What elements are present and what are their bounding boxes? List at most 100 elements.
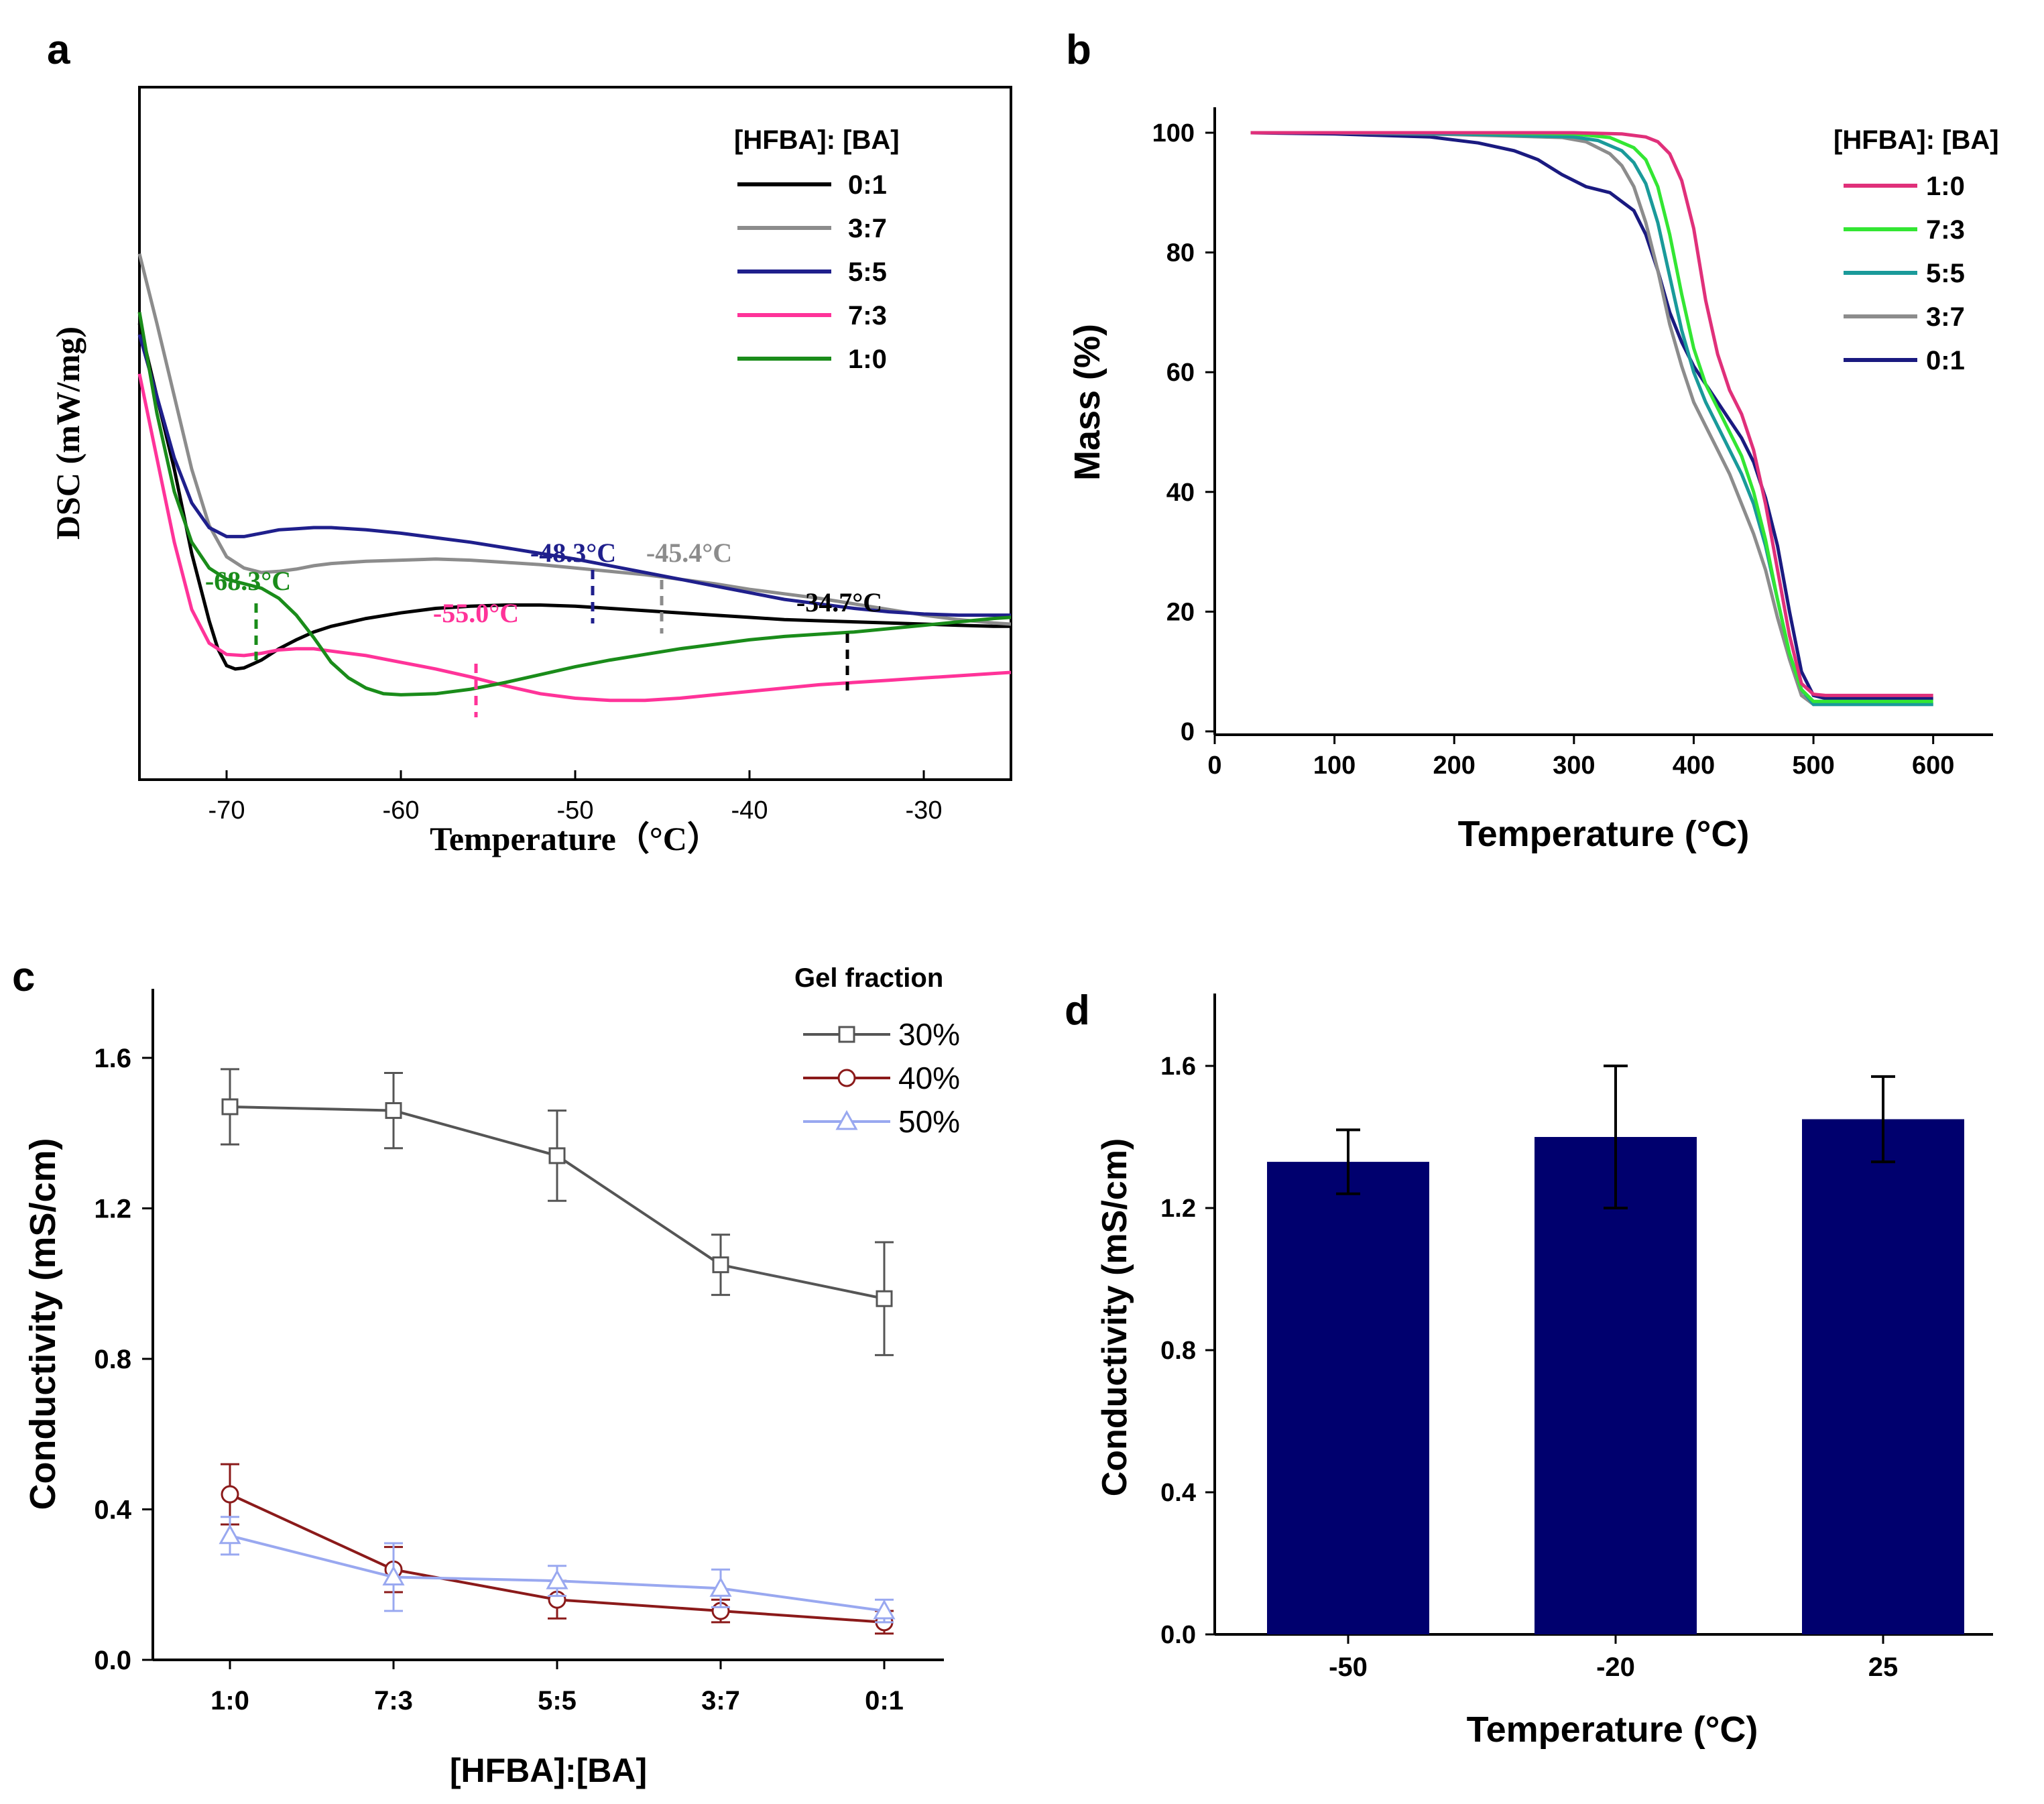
x-axis-title: [HFBA]:[BA] xyxy=(450,1752,647,1789)
x-tick-label: 500 xyxy=(1792,751,1834,780)
x-axis-title: Temperature (°C) xyxy=(1458,814,1750,854)
legend-label: 5:5 xyxy=(1926,259,1965,288)
x-tick-label: 0 xyxy=(1207,751,1221,780)
x-tick-label: -30 xyxy=(906,796,943,825)
series-line-1-0 xyxy=(137,312,1012,697)
series-line-3-7 xyxy=(137,253,1012,626)
legend-label: 7:3 xyxy=(1926,215,1965,245)
legend-label: 1:0 xyxy=(848,345,887,374)
series-line-3-7 xyxy=(1250,131,1933,707)
legend-label: 1:0 xyxy=(1926,172,1965,201)
data-point xyxy=(709,1577,732,1597)
legend-label: 5:5 xyxy=(848,257,887,287)
x-tick-label: 1:0 xyxy=(211,1686,249,1716)
series-line-1-0 xyxy=(1250,131,1933,697)
y-axis-title: DSC (mW/mg) xyxy=(49,326,86,540)
legend-label: 0:1 xyxy=(848,170,887,200)
y-tick-label: 1.6 xyxy=(94,1044,131,1073)
panel-b-tga-chart: b 0 100 200 300 400 500 600 0 20 40 60 80 100 Temperat… xyxy=(1066,27,1999,854)
y-tick-label: 0.0 xyxy=(94,1646,131,1675)
series-line-0-1 xyxy=(1250,131,1933,701)
tg-annotation-label: -45.4°C xyxy=(646,538,732,568)
x-tick-label: -20 xyxy=(1596,1652,1635,1682)
panel-c-conductivity-line-chart: c 0.0 0.4 0.8 1.2 1.6 1:0 7:3 5:5 3:7 0:1 [HFBA]:[B… xyxy=(12,954,960,1789)
panel-label-c: c xyxy=(12,954,35,1000)
x-axis-title: Temperature (°C) xyxy=(1467,1709,1758,1750)
y-tick-label: 100 xyxy=(1152,119,1195,147)
y-tick-label: 0 xyxy=(1181,718,1195,746)
legend-label: 30% xyxy=(898,1017,960,1052)
panel-label-b: b xyxy=(1066,27,1091,73)
series-line-0-1 xyxy=(137,322,1011,671)
x-tick-label: 3:7 xyxy=(701,1686,740,1716)
x-tick-label: 0:1 xyxy=(865,1686,904,1716)
series-line-5-5 xyxy=(137,334,1011,617)
data-point xyxy=(876,1290,893,1307)
y-tick-label: 1.2 xyxy=(1160,1195,1196,1223)
x-tick-label: -70 xyxy=(208,796,245,825)
legend-title: Gel fraction xyxy=(794,963,943,993)
legend-marker xyxy=(838,1026,855,1043)
panel-label-a: a xyxy=(47,27,70,73)
data-point xyxy=(382,1565,405,1586)
y-axis-title: Mass (%) xyxy=(1067,324,1107,481)
legend-marker xyxy=(835,1109,858,1130)
series-line-7-3 xyxy=(1250,131,1933,703)
data-point xyxy=(548,1147,566,1164)
tg-annotation-label: -48.3°C xyxy=(530,538,616,568)
x-tick-label: 400 xyxy=(1673,751,1715,780)
x-tick-label: 100 xyxy=(1313,751,1356,780)
x-tick-label: -50 xyxy=(1329,1652,1368,1682)
y-tick-label: 0.8 xyxy=(94,1345,131,1374)
y-tick-label: 0.4 xyxy=(1160,1479,1196,1507)
y-tick-label: 1.6 xyxy=(1160,1053,1196,1081)
legend-label: 40% xyxy=(898,1061,960,1095)
y-tick-label: 0.4 xyxy=(94,1496,131,1525)
y-tick-label: 60 xyxy=(1166,359,1195,387)
y-axis-title: Conductivity (mS/cm) xyxy=(1095,1138,1134,1497)
legend-title: [HFBA]: [BA] xyxy=(734,125,900,155)
bar-25 xyxy=(1802,1119,1964,1634)
data-point xyxy=(712,1256,729,1274)
data-point xyxy=(873,1599,896,1620)
legend-label: 0:1 xyxy=(1926,346,1965,375)
legend-label: 3:7 xyxy=(848,214,887,243)
data-point xyxy=(219,1524,241,1545)
x-tick-label: 5:5 xyxy=(538,1686,577,1716)
y-tick-label: 80 xyxy=(1166,239,1195,267)
y-tick-label: 0.8 xyxy=(1160,1337,1196,1365)
x-tick-label: -40 xyxy=(731,796,768,825)
x-axis-title: Temperature（°C） xyxy=(430,820,721,857)
data-point xyxy=(221,1098,239,1116)
legend-label: 3:7 xyxy=(1926,302,1965,332)
y-tick-label: 1.2 xyxy=(94,1195,131,1224)
x-tick-label: 7:3 xyxy=(374,1686,413,1716)
panel-d-conductivity-bar-chart: d 0.0 0.4 0.8 1.2 1.6 -50 -20 25 Temperature (°C)… xyxy=(1065,987,1993,1750)
data-point xyxy=(221,1485,239,1504)
legend-marker xyxy=(837,1069,856,1087)
series-line-5-5 xyxy=(1250,131,1933,707)
tg-annotation-label: -55.0°C xyxy=(433,598,519,628)
tg-annotation-label: -68.3°C xyxy=(205,566,291,596)
panel-a-dsc-chart: a -70 -60 -50 -40 -30 Temperature（°C） DSC (mW/m… xyxy=(47,27,1012,857)
x-tick-label: 200 xyxy=(1433,751,1476,780)
y-tick-label: 40 xyxy=(1166,479,1195,507)
x-tick-label: 25 xyxy=(1868,1652,1899,1682)
y-tick-label: 0.0 xyxy=(1160,1621,1196,1649)
x-tick-label: -60 xyxy=(383,796,420,825)
legend-title: [HFBA]: [BA] xyxy=(1833,125,1999,155)
bar--20 xyxy=(1535,1137,1697,1634)
x-tick-label: 600 xyxy=(1912,751,1954,780)
legend-label: 7:3 xyxy=(848,301,887,330)
legend-label: 50% xyxy=(898,1104,960,1139)
panel-label-d: d xyxy=(1065,987,1090,1034)
bar--50 xyxy=(1267,1162,1429,1634)
tg-annotation-label: -34.7°C xyxy=(796,587,882,617)
data-point xyxy=(385,1102,402,1120)
x-tick-label: -50 xyxy=(557,796,594,825)
y-tick-label: 20 xyxy=(1166,598,1195,626)
x-tick-label: 300 xyxy=(1553,751,1595,780)
y-axis-title: Conductivity (mS/cm) xyxy=(23,1138,63,1510)
data-point xyxy=(546,1569,568,1589)
